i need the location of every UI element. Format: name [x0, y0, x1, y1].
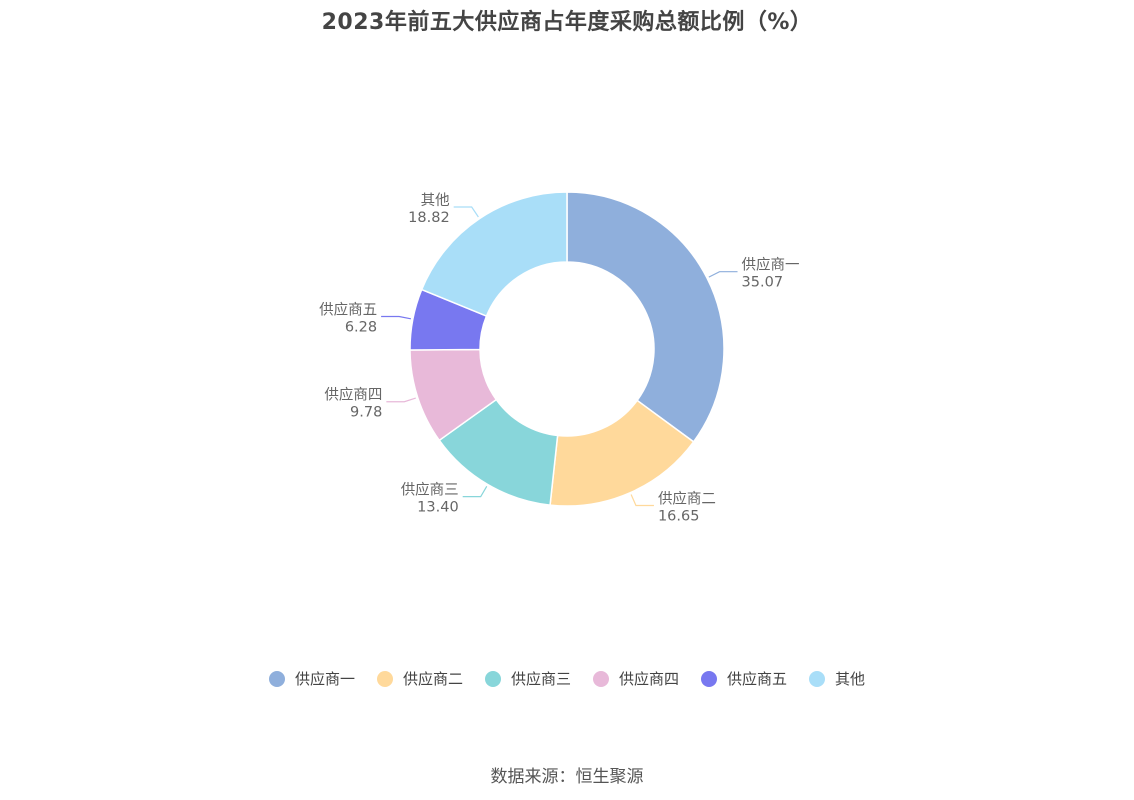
leader-line-1	[708, 271, 738, 278]
legend-dot-icon	[268, 670, 285, 687]
legend-dot-icon	[484, 670, 501, 687]
legend-label: 供应商二	[402, 670, 463, 688]
slice-name-label-5: 供应商五	[319, 301, 377, 319]
legend-item-3[interactable]: 供应商三	[484, 668, 571, 689]
legend-dot-icon	[376, 670, 393, 687]
legend-label: 供应商三	[510, 670, 571, 688]
legend-label: 其他	[835, 670, 866, 688]
legend-item-2[interactable]: 供应商二	[376, 668, 463, 689]
legend-label: 供应商五	[727, 670, 788, 688]
leader-line-5	[381, 315, 412, 320]
legend-label: 供应商一	[294, 670, 355, 688]
slice-value-label-1: 35.07	[742, 275, 784, 291]
legend: 供应商一 供应商二 供应商三 供应商四 供应商五 其他	[0, 668, 1134, 689]
slice-value-label-6: 18.82	[408, 210, 450, 226]
legend-label: 供应商四	[619, 670, 680, 688]
slice-value-label-3: 13.40	[417, 500, 459, 516]
slice-name-label-6: 其他	[421, 192, 450, 209]
legend-item-4[interactable]: 供应商四	[593, 668, 679, 689]
leader-line-2	[630, 494, 654, 507]
slice-value-label-4: 9.78	[350, 405, 382, 421]
source-note: 数据来源：恒生聚源	[490, 767, 644, 787]
slice-6[interactable]	[420, 191, 568, 318]
legend-dot-icon	[809, 670, 826, 687]
slice-1[interactable]	[566, 191, 725, 443]
legend-item-5[interactable]: 供应商五	[701, 668, 787, 689]
slice-name-label-1: 供应商一	[742, 256, 800, 274]
slices-layer	[409, 191, 725, 507]
slice-value-label-5: 6.28	[345, 320, 377, 336]
leader-line-3	[462, 485, 488, 498]
leader-line-6	[453, 206, 479, 218]
legend-item-6[interactable]: 其他	[809, 668, 865, 689]
slice-name-label-3: 供应商三	[401, 481, 459, 499]
leader-line-4	[386, 397, 416, 403]
legend-dot-icon	[701, 670, 718, 687]
legend-dot-icon	[593, 670, 609, 687]
slice-name-label-4: 供应商四	[324, 386, 382, 404]
chart-title: 2023年前五大供应商占年度采购总额比例（%）	[321, 10, 813, 35]
legend-item-1[interactable]: 供应商一	[268, 668, 355, 689]
slice-value-label-2: 16.65	[658, 508, 700, 524]
slice-name-label-2: 供应商二	[658, 489, 716, 507]
